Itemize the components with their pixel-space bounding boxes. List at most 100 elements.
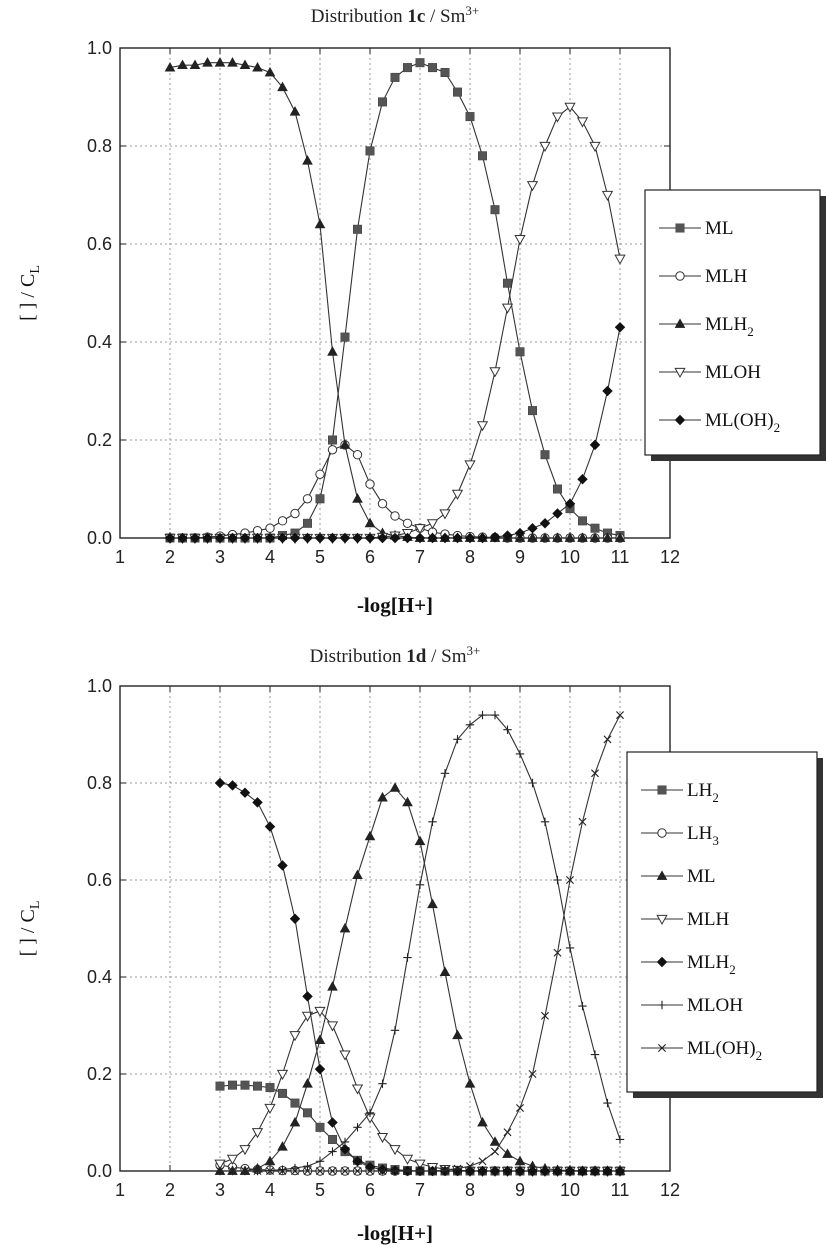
data-point — [302, 494, 313, 504]
data-point — [589, 439, 601, 451]
series-mloh — [215, 710, 625, 1176]
series-mlh2 — [214, 777, 626, 1177]
legend-item: MLOH — [641, 995, 743, 1016]
data-point — [465, 112, 475, 122]
legend-label-main: ML(OH) — [687, 1038, 756, 1059]
data-point — [364, 1161, 376, 1173]
legend-label-main: MLOH — [705, 362, 761, 383]
data-point — [476, 421, 489, 432]
legend-label-main: MLH — [687, 909, 730, 930]
legend-label: MLH2 — [687, 952, 736, 977]
data-point — [328, 1147, 337, 1156]
data-point — [464, 532, 476, 544]
data-point — [439, 966, 451, 977]
data-point — [302, 991, 313, 1002]
legend-label-main: LH — [687, 823, 713, 844]
data-point — [577, 532, 588, 542]
data-point — [277, 81, 288, 92]
data-point — [376, 1132, 389, 1144]
data-point — [415, 880, 425, 890]
data-point — [289, 913, 301, 925]
data-point — [316, 1167, 324, 1175]
data-point — [528, 1070, 537, 1078]
data-point — [478, 1157, 487, 1166]
data-point — [440, 769, 450, 778]
data-point — [389, 532, 401, 544]
title-prefix: Distribution — [311, 6, 408, 27]
data-point — [278, 1167, 287, 1175]
legend-item: MLH2 — [659, 314, 754, 339]
data-point — [614, 254, 626, 265]
data-point — [514, 235, 526, 246]
data-point — [276, 1069, 289, 1081]
series-ml — [165, 58, 625, 543]
data-point — [528, 778, 537, 788]
data-point — [526, 181, 539, 192]
data-point — [426, 519, 439, 530]
series-mlh2 — [164, 57, 626, 542]
data-point — [478, 710, 487, 720]
data-point — [489, 1136, 501, 1146]
legend-item: ML — [659, 218, 734, 239]
data-point — [339, 532, 351, 544]
legend-label-main: MLH — [687, 952, 730, 973]
data-point — [453, 735, 462, 744]
data-point — [402, 518, 413, 528]
plot-frame — [119, 685, 671, 1172]
legend-marker — [657, 828, 667, 838]
data-point — [251, 1128, 264, 1139]
series-line — [220, 787, 620, 1172]
data-point — [539, 141, 551, 153]
data-point — [565, 943, 575, 953]
data-point — [315, 469, 325, 479]
legend-marker — [674, 367, 686, 379]
data-point — [564, 498, 576, 509]
data-point — [527, 532, 538, 542]
data-point — [239, 59, 251, 70]
data-point — [603, 735, 612, 744]
data-point — [614, 532, 626, 542]
legend-label-main: MLH — [705, 314, 748, 335]
data-point — [252, 532, 263, 544]
data-point — [339, 1050, 351, 1061]
data-point — [214, 777, 226, 789]
data-point — [489, 367, 501, 378]
data-point — [315, 494, 325, 504]
data-point — [551, 112, 564, 123]
data-point — [352, 532, 363, 544]
data-point — [614, 322, 626, 333]
data-point — [291, 1167, 299, 1175]
data-point — [615, 1135, 625, 1144]
data-point — [465, 720, 475, 729]
x-tick-label: 4 — [265, 1180, 275, 1200]
data-point — [589, 141, 601, 153]
y-tick-label: 0.4 — [87, 332, 112, 352]
data-point — [364, 532, 376, 544]
data-point — [302, 1108, 312, 1118]
series-mloh2 — [164, 322, 626, 544]
data-point — [364, 830, 376, 841]
chart-title: Distribution 1d / Sm3+ — [310, 643, 481, 667]
data-point — [378, 1079, 387, 1088]
data-point — [414, 524, 426, 535]
data-point — [327, 435, 337, 445]
data-point — [515, 749, 525, 759]
data-point — [514, 1165, 526, 1177]
legend-marker — [674, 318, 686, 328]
data-point — [416, 1167, 424, 1175]
x-tick-label: 4 — [265, 547, 275, 567]
legend-label-main: LH — [687, 780, 713, 801]
data-point — [439, 532, 451, 544]
data-point — [552, 484, 562, 494]
title-prefix: Distribution — [310, 646, 407, 667]
legend-label: LH2 — [687, 780, 719, 805]
data-point — [451, 489, 464, 500]
data-point — [389, 782, 401, 792]
data-point — [576, 117, 589, 128]
data-point — [427, 532, 438, 544]
data-point — [353, 1167, 362, 1175]
data-point — [228, 1080, 238, 1090]
